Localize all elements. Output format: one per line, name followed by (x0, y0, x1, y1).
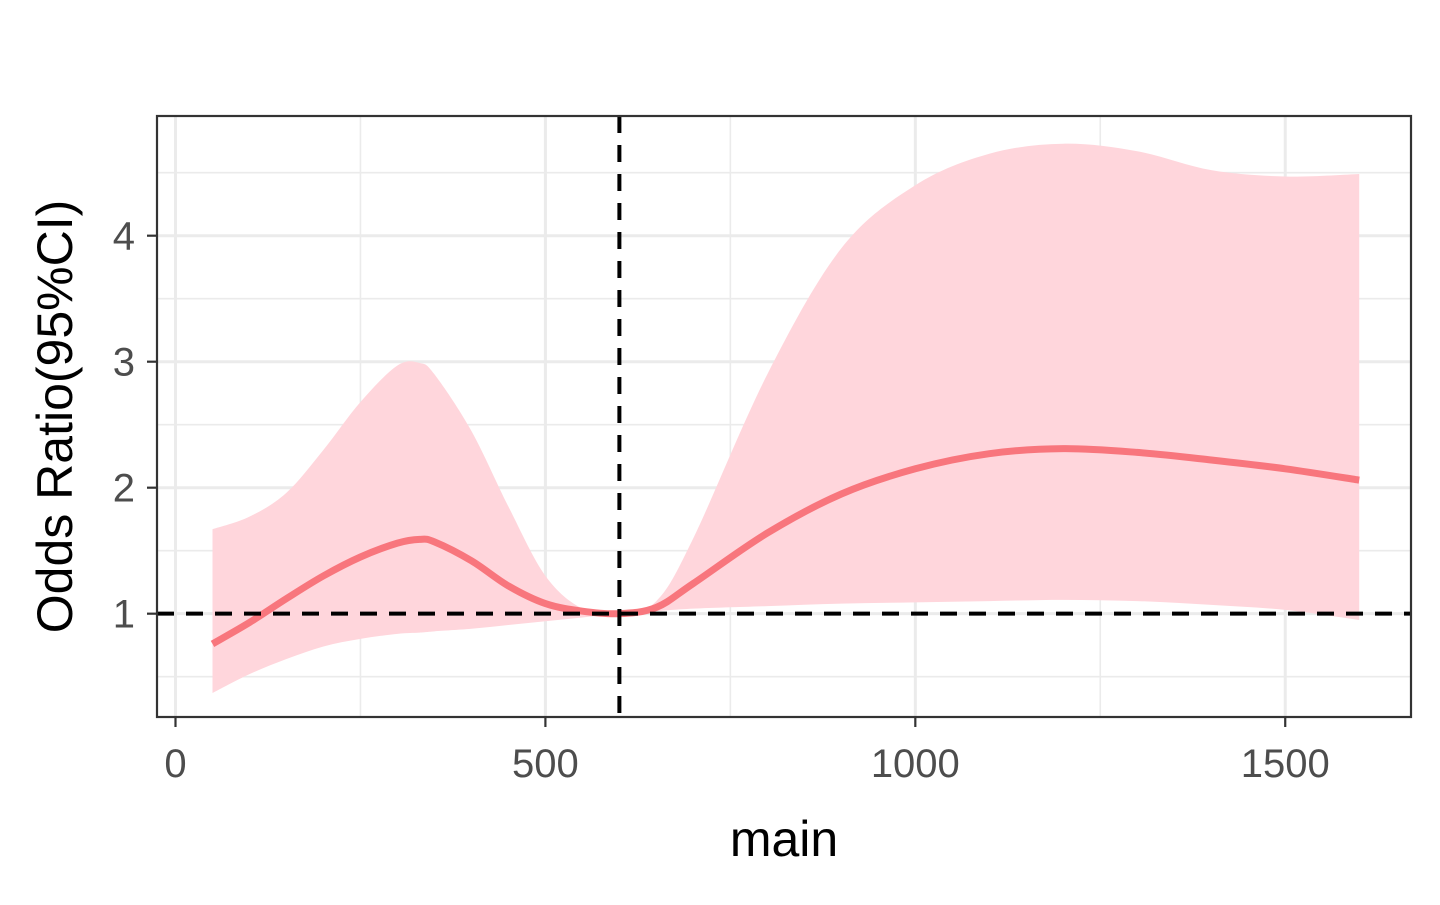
y-tick-label: 1 (113, 593, 135, 637)
confidence-band-layer (212, 143, 1360, 694)
y-tick-label: 4 (113, 215, 135, 259)
x-axis-title: main (730, 811, 838, 867)
x-tick-label: 1000 (871, 742, 960, 786)
x-tick-label: 500 (512, 742, 579, 786)
y-tick-label: 2 (113, 467, 135, 511)
y-axis-title: Odds Ratio(95%CI) (27, 200, 83, 634)
plot-panel-border (155, 114, 1413, 719)
axis-layer: 0 500 1000 1500 1 2 3 4 (113, 215, 1330, 786)
confidence-band (212, 143, 1360, 694)
x-tick-label: 1500 (1241, 742, 1330, 786)
reference-line-layer (157, 116, 1411, 717)
y-tick-label: 3 (113, 341, 135, 385)
x-tick-label: 0 (164, 742, 186, 786)
